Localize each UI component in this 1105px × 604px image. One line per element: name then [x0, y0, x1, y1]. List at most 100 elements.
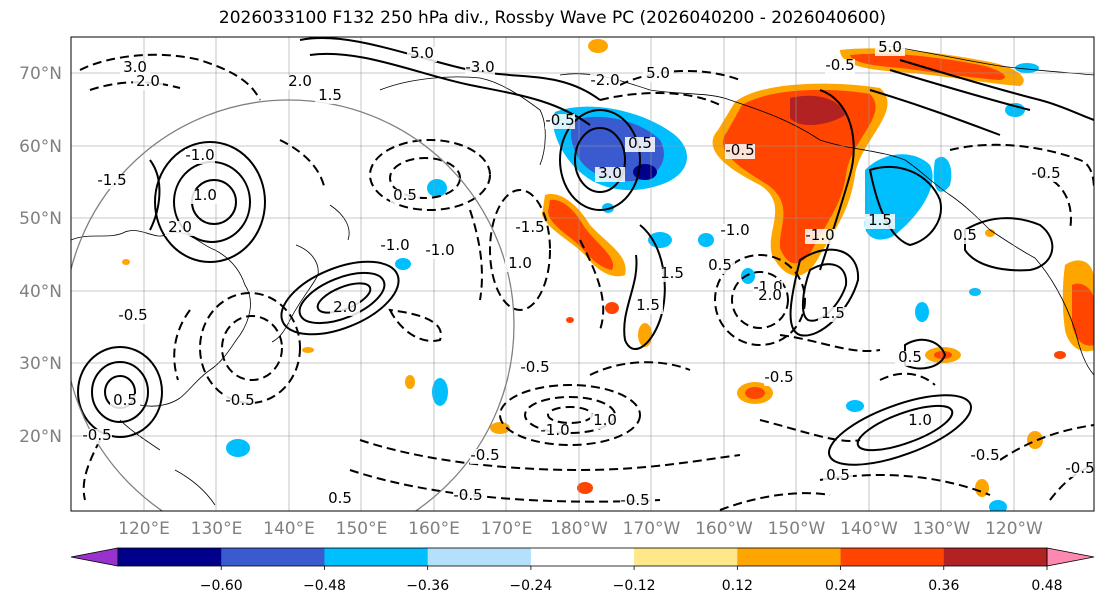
contour-label-bg [315, 89, 345, 104]
map-title: 2026033100 F132 250 hPa div., Rossby Wav… [218, 8, 887, 28]
contour-label: 1.0 [593, 411, 617, 429]
contour-label: 0.5 [393, 186, 417, 204]
colorbar-tick-label: −0.12 [613, 578, 656, 594]
colorbar-extend-high [1046, 547, 1095, 567]
contour-label-bg [120, 61, 150, 76]
lat-label: 60°N [19, 137, 62, 157]
contour-label: 1.5 [660, 264, 684, 282]
contour-label-bg [905, 414, 935, 429]
contour-label-bg [225, 394, 255, 409]
colorbar-segment [530, 548, 635, 566]
contour-label: 2.0 [758, 286, 782, 304]
contour-label: 0.5 [328, 489, 352, 507]
lon-label: 170°W [623, 519, 681, 539]
colorbar-tick-label: −0.24 [509, 578, 552, 594]
contour-label-bg [875, 41, 905, 56]
contour-label-bg [380, 239, 410, 254]
contour-label: 0.5 [953, 226, 977, 244]
contour-label: 1.5 [318, 86, 342, 104]
contour-label: -1.0 [380, 236, 409, 254]
lat-label: 50°N [19, 209, 62, 229]
lon-label: 140°E [263, 519, 315, 539]
colorbar-segment [634, 548, 738, 566]
contour-label: -3.0 [465, 58, 494, 76]
contour-label: 0.5 [826, 466, 850, 484]
contour-label-bg [390, 189, 420, 204]
contour-label: -0.5 [82, 426, 111, 444]
contour-label-bg [970, 449, 1000, 464]
contour-label: 0.5 [628, 134, 652, 152]
contour-label-bg [720, 224, 750, 239]
colorbar-frame [117, 547, 1048, 567]
contour-label-bg [818, 307, 848, 322]
colorbar-tick-label: 0.36 [928, 578, 959, 594]
contour-label: -2.0 [590, 71, 619, 89]
contour-label-bg [425, 244, 455, 259]
colorbar-extend-low [70, 547, 119, 567]
contour-label-bg [590, 74, 620, 89]
colorbar-segment [840, 548, 945, 566]
contour-label: -0.5 [225, 391, 254, 409]
contour-label: -0.5 [470, 446, 499, 464]
contour-label-bg [407, 47, 437, 62]
lon-label: 160°E [408, 519, 460, 539]
contour-label: 1.5 [821, 304, 845, 322]
contour-label: -1.0 [425, 241, 454, 259]
contour-label: 2.0 [288, 72, 312, 90]
colorbar-tick-label: −0.60 [200, 578, 243, 594]
colorbar-tick-label: 0.12 [722, 578, 753, 594]
contour-label-bg [755, 289, 785, 304]
colorbar-tick-label: 0.24 [825, 578, 856, 594]
contour-label: -0.5 [764, 368, 793, 386]
contour-label: 5.0 [410, 44, 434, 62]
contour-label: 1.0 [193, 186, 217, 204]
lon-label: 150°W [768, 519, 826, 539]
contour-label-bg [465, 61, 495, 76]
contour-label: -0.5 [520, 358, 549, 376]
contour-label: -0.5 [545, 111, 574, 129]
contour-label: -0.5 [725, 141, 754, 159]
lat-label: 20°N [19, 427, 62, 447]
lon-label: 120°W [985, 519, 1043, 539]
map-frame [70, 36, 1095, 512]
contour-label: 1.5 [636, 296, 660, 314]
contour-label: 2.0 [168, 218, 192, 236]
contour-label: -0.5 [970, 446, 999, 464]
contour-label: 1.0 [508, 254, 532, 272]
contour-label-bg [1031, 167, 1061, 182]
lon-label: 170°E [481, 519, 533, 539]
contour-label-bg [330, 301, 360, 316]
colorbar-tick-label: 0.48 [1031, 578, 1062, 594]
contour-label: -0.5 [1031, 164, 1060, 182]
contour-label: -0.5 [453, 486, 482, 504]
colorbar-tick-label: −0.48 [303, 578, 346, 594]
lat-label: 70°N [19, 64, 62, 84]
contour-label-bg [97, 174, 127, 189]
contour-label-bg [805, 229, 835, 244]
contour-label: -1.0 [540, 421, 569, 439]
contour-label: -1.0 [720, 221, 749, 239]
colorbar-segment [221, 548, 325, 566]
lon-label: 150°E [336, 519, 388, 539]
contour-labels: 5.03.02.0-3.0-2.0 5.05.0-0.52.01.5-0.50.5… [82, 38, 1094, 509]
colorbar-segment [943, 548, 1048, 566]
colorbar-segment [324, 548, 429, 566]
contour-label-bg [950, 229, 980, 244]
reference-circle [71, 99, 515, 511]
contour-label-bg [625, 137, 655, 152]
contour-label: 2.0 [136, 72, 160, 90]
contour-label-bg [165, 221, 195, 236]
contour-label-bg [643, 67, 673, 82]
contour-label: -1.0 [185, 146, 214, 164]
lon-label: 140°W [840, 519, 898, 539]
contour-label: 5.0 [646, 64, 670, 82]
colorbar-tick-label: −0.36 [406, 578, 449, 594]
contour-label-bg [133, 75, 163, 90]
contour-label: 3.0 [598, 164, 622, 182]
contour-label: -0.5 [118, 306, 147, 324]
contour-label-bg [764, 371, 794, 386]
contour-label-bg [190, 189, 220, 204]
contour-label-bg [470, 449, 500, 464]
colorbar-segment [118, 548, 222, 566]
contour-label: 0.5 [708, 256, 732, 274]
